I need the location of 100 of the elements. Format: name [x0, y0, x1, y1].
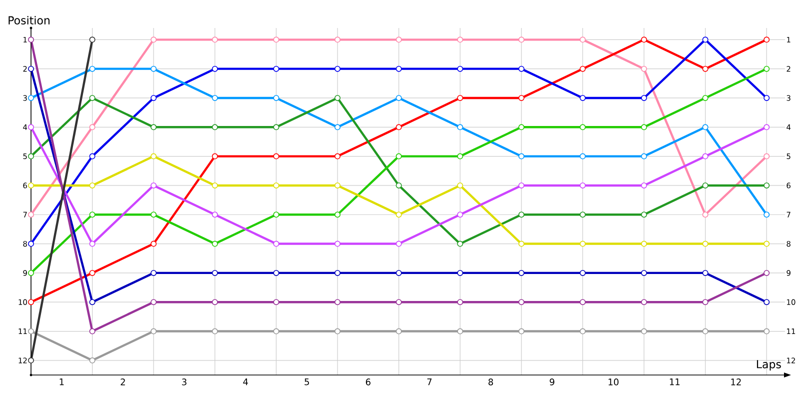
point — [212, 66, 218, 72]
point — [457, 240, 464, 247]
point — [212, 94, 218, 101]
point — [334, 153, 341, 160]
point — [212, 124, 218, 130]
point — [641, 36, 648, 43]
point — [28, 66, 34, 72]
point — [28, 182, 34, 188]
point — [28, 124, 34, 130]
point — [764, 124, 770, 130]
point — [641, 299, 648, 306]
point — [273, 36, 280, 43]
point — [273, 328, 280, 334]
point — [212, 153, 218, 160]
point — [518, 94, 524, 101]
point — [702, 270, 708, 276]
point — [396, 36, 402, 43]
point — [89, 299, 96, 306]
point — [764, 212, 770, 218]
point — [396, 94, 402, 101]
point — [580, 240, 586, 247]
point — [396, 240, 402, 247]
point — [334, 36, 341, 43]
point — [212, 299, 218, 306]
point — [457, 299, 464, 306]
x-axis-title: Laps — [756, 360, 781, 370]
point — [518, 212, 524, 218]
point — [702, 66, 708, 72]
x-tick-label: 7 — [427, 378, 432, 386]
point — [150, 182, 157, 188]
point — [580, 36, 586, 43]
point — [273, 66, 280, 72]
point — [580, 212, 586, 218]
point — [150, 153, 157, 160]
point — [212, 240, 218, 247]
point — [764, 153, 770, 160]
point — [396, 270, 402, 276]
point — [702, 212, 708, 218]
point — [334, 240, 341, 247]
point — [764, 299, 770, 306]
point — [150, 240, 157, 247]
point — [89, 182, 96, 188]
point — [580, 299, 586, 306]
point — [273, 153, 280, 160]
point — [457, 328, 464, 334]
point — [518, 66, 524, 72]
x-tick-label: 5 — [304, 378, 309, 386]
point — [28, 36, 34, 43]
x-tick-label: 8 — [488, 378, 494, 386]
x-tick-label: 12 — [731, 378, 741, 386]
point — [334, 94, 341, 101]
point — [89, 153, 96, 160]
point — [764, 36, 770, 43]
point — [150, 94, 157, 101]
point — [212, 36, 218, 43]
point — [273, 182, 280, 188]
point — [641, 66, 648, 72]
point — [580, 182, 586, 188]
point — [89, 357, 96, 364]
point — [212, 328, 218, 334]
x-tick-label: 1 — [60, 378, 64, 386]
point — [702, 182, 708, 188]
point — [334, 212, 341, 218]
point — [28, 270, 34, 276]
point — [641, 240, 648, 247]
point — [89, 328, 96, 334]
point — [764, 240, 770, 247]
point — [641, 212, 648, 218]
point — [764, 270, 770, 276]
point — [150, 124, 157, 130]
point — [28, 94, 34, 101]
point — [764, 328, 770, 334]
point — [28, 240, 34, 247]
point — [641, 94, 648, 101]
x-tick-label: 11 — [670, 378, 680, 386]
point — [457, 66, 464, 72]
point — [334, 124, 341, 130]
point — [702, 328, 708, 334]
point — [457, 124, 464, 130]
point — [518, 240, 524, 247]
point — [702, 299, 708, 306]
point — [150, 270, 157, 276]
point — [580, 270, 586, 276]
x-tick-label: 4 — [243, 378, 248, 386]
point — [89, 124, 96, 130]
point — [273, 94, 280, 101]
point — [28, 212, 34, 218]
point — [150, 328, 157, 334]
point — [273, 124, 280, 130]
y-axis-title: Position — [8, 16, 50, 24]
point — [89, 36, 96, 43]
x-tick-label: 10 — [608, 378, 618, 386]
point — [212, 182, 218, 188]
point — [150, 66, 157, 72]
point — [764, 182, 770, 188]
point — [396, 299, 402, 306]
point — [396, 182, 402, 188]
point — [457, 182, 464, 188]
point — [212, 212, 218, 218]
point — [702, 124, 708, 130]
